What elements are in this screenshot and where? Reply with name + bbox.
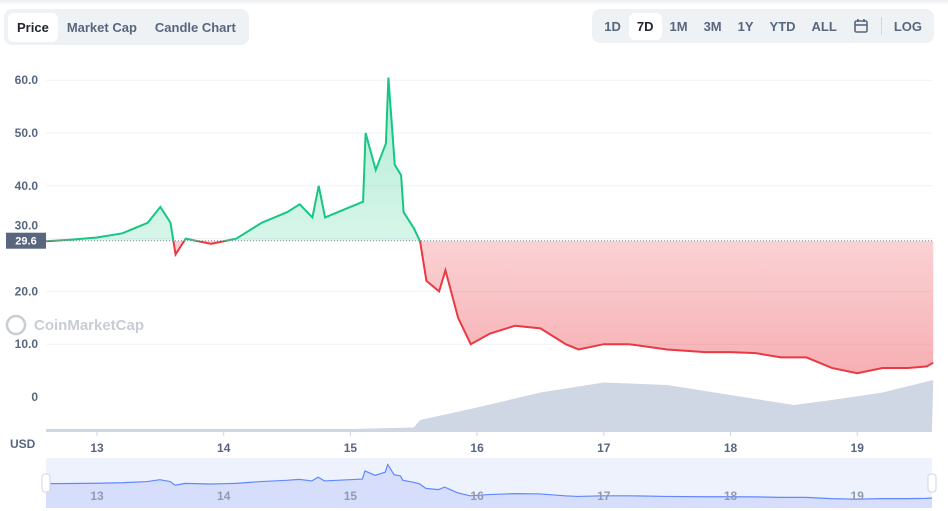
navigator-tick-label: 13 xyxy=(90,489,104,503)
y-tick-label: 30.0 xyxy=(15,219,39,233)
navigator-tick-label: 17 xyxy=(597,489,611,503)
navigator-handle-right[interactable] xyxy=(927,473,937,493)
range-1m[interactable]: 1M xyxy=(669,18,688,34)
reference-label: 29.6 xyxy=(15,236,36,248)
price-line-up xyxy=(46,77,421,241)
navigator-tick-label: 18 xyxy=(724,489,738,503)
currency-label: USD xyxy=(10,437,36,451)
x-tick-label: 18 xyxy=(724,441,738,455)
log-toggle[interactable]: LOG xyxy=(893,18,922,34)
calendar-icon[interactable] xyxy=(845,12,877,40)
navigator-tick-label: 19 xyxy=(851,489,865,503)
navigator[interactable]: 13 14 15 16 17 18 19 xyxy=(41,458,937,508)
volume-area xyxy=(46,380,934,430)
x-tick-label: 14 xyxy=(217,441,231,455)
navigator-line xyxy=(45,463,933,500)
range-ytd[interactable]: YTD xyxy=(769,18,796,34)
x-tick-label: 15 xyxy=(344,441,358,455)
y-tick-label: 50.0 xyxy=(15,126,39,140)
range-1d[interactable]: 1D xyxy=(604,18,621,34)
x-tick-label: 13 xyxy=(90,441,104,455)
price-area-below xyxy=(46,240,934,374)
range-7d[interactable]: 7D xyxy=(628,12,662,40)
y-tick-label: 40.0 xyxy=(15,179,39,193)
tab-market-cap[interactable]: Market Cap xyxy=(66,19,137,35)
range-all[interactable]: ALL xyxy=(811,18,837,34)
x-tick-label: 17 xyxy=(597,441,611,455)
reference-badge xyxy=(6,232,46,249)
y-tick-label: 60.0 xyxy=(15,73,39,87)
price-line-down xyxy=(46,240,934,375)
navigator-handle-left[interactable] xyxy=(41,473,51,493)
divider xyxy=(880,17,882,35)
y-tick-zero: 0 xyxy=(31,390,38,404)
watermark-logo: CoinMarketCap xyxy=(34,317,144,334)
x-tick-label: 19 xyxy=(851,441,865,455)
navigator-tick-label: 15 xyxy=(344,489,358,503)
x-tick-label: 16 xyxy=(470,441,484,455)
y-tick-label: 10.0 xyxy=(15,337,39,351)
range-selector: 1D 7D 1M 3M 1Y YTD ALL LOG xyxy=(592,9,934,43)
navigator-tick-label: 14 xyxy=(217,489,231,503)
range-3m[interactable]: 3M xyxy=(703,18,722,34)
navigator-tick-label: 16 xyxy=(470,489,484,503)
y-tick-label: 20.0 xyxy=(15,284,39,298)
top-border xyxy=(0,0,948,6)
tab-candle-chart[interactable]: Candle Chart xyxy=(154,19,236,35)
tab-price[interactable]: Price xyxy=(8,12,58,42)
chart-type-tabs: Price Market Cap Candle Chart xyxy=(4,9,249,45)
range-1y[interactable]: 1Y xyxy=(737,18,754,34)
logo-icon xyxy=(5,314,27,336)
